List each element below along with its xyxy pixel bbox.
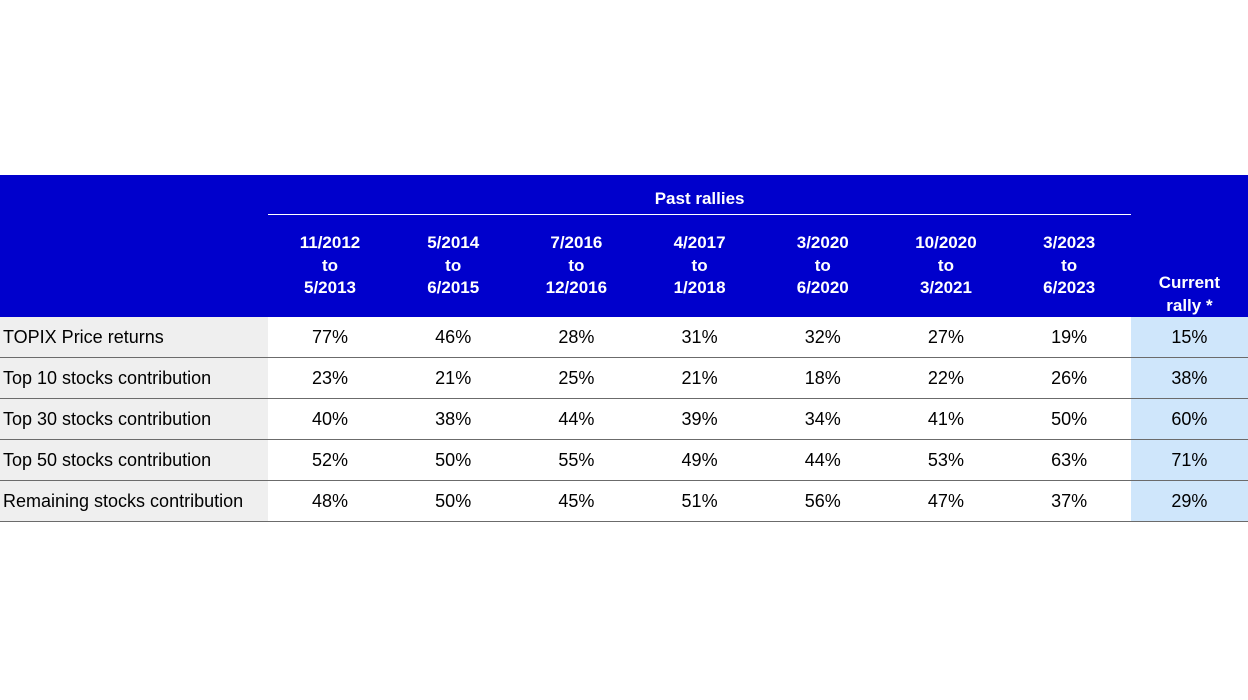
table-header: Past rallies Current rally * 11/2012 to 5/… [0, 175, 1248, 317]
value-cell: 32% [761, 317, 885, 358]
value-cell: 48% [268, 480, 392, 522]
value-cell: 46% [391, 317, 515, 358]
row-label: Top 10 stocks contribution [0, 357, 269, 399]
value-cell: 23% [268, 357, 392, 399]
period-header-line: 6/2020 [796, 278, 849, 298]
value-cell: 19% [1007, 317, 1131, 358]
period-header-row: 11/2012 to 5/2013 5/2014 to 6/2015 7/2016 to 12/… [0, 215, 1248, 317]
period-header-line: 3/2023 [1043, 233, 1096, 253]
table-row: Top 30 stocks contribution 40% 38% 44% 39% 34… [0, 398, 1248, 440]
period-header-3: 7/2016 to 12/2016 [514, 215, 638, 317]
period-header-line: to [568, 255, 585, 275]
value-cell: 21% [637, 357, 762, 399]
period-header-line: 6/2023 [1043, 278, 1096, 298]
table-row: Top 10 stocks contribution 23% 21% 25% 21% 18… [0, 357, 1248, 399]
value-cell: 45% [514, 480, 638, 522]
value-cell: 49% [637, 439, 762, 481]
rally-contribution-table: Past rallies Current rally * 11/2012 to 5/… [0, 175, 1248, 522]
header-group-row: Past rallies Current rally * [0, 175, 1248, 317]
value-cell: 52% [268, 439, 392, 481]
period-header-7: 3/2023 to 6/2023 [1007, 215, 1131, 317]
period-header-line: 10/2020 [915, 233, 977, 253]
period-header-line: to [321, 255, 339, 275]
period-header-line: 7/2016 [550, 233, 603, 253]
value-cell: 31% [637, 317, 762, 358]
past-rallies-header-cell: Past rallies [268, 175, 1132, 215]
row-label: Remaining stocks contribution [0, 480, 269, 522]
value-cell: 28% [514, 317, 638, 358]
contribution-table-container: Past rallies Current rally * 11/2012 to 5/… [0, 175, 1248, 522]
value-cell: 51% [637, 480, 762, 522]
row-label: Top 50 stocks contribution [0, 439, 269, 481]
period-header-line: to [691, 255, 708, 275]
value-cell: 18% [761, 357, 885, 399]
value-cell: 26% [1007, 357, 1131, 399]
period-header-line: 1/2018 [673, 278, 726, 298]
period-header-4: 4/2017 to 1/2018 [637, 215, 762, 317]
header-corner-cell [0, 175, 269, 317]
value-cell: 37% [1007, 480, 1131, 522]
value-cell: 39% [637, 398, 762, 440]
current-rally-cell: 60% [1130, 398, 1248, 440]
table-body: TOPIX Price returns 77% 46% 28% 31% 32% 27% 19%… [0, 317, 1248, 522]
table-row: Remaining stocks contribution 48% 50% 45% 51… [0, 480, 1248, 522]
current-header-line: Current [1158, 273, 1221, 292]
value-cell: 77% [268, 317, 392, 358]
period-header-line: 3/2021 [919, 278, 972, 298]
value-cell: 63% [1007, 439, 1131, 481]
value-cell: 27% [884, 317, 1008, 358]
period-header-line: to [1061, 255, 1078, 275]
period-header-line: to [937, 255, 954, 275]
value-cell: 47% [884, 480, 1008, 522]
value-cell: 22% [884, 357, 1008, 399]
row-label: TOPIX Price returns [0, 317, 269, 358]
value-cell: 56% [761, 480, 885, 522]
period-header-line: 5/2014 [427, 233, 480, 253]
current-rally-cell: 71% [1130, 439, 1248, 481]
period-header-5: 3/2020 to 6/2020 [761, 215, 885, 317]
value-cell: 53% [884, 439, 1008, 481]
value-cell: 50% [391, 439, 515, 481]
period-header-2: 5/2014 to 6/2015 [391, 215, 515, 317]
value-cell: 38% [391, 398, 515, 440]
current-rally-cell: 15% [1130, 317, 1248, 358]
period-header-6: 10/2020 to 3/2021 [884, 215, 1008, 317]
value-cell: 55% [514, 439, 638, 481]
value-cell: 40% [268, 398, 392, 440]
period-header-line: 5/2013 [304, 278, 356, 298]
period-header-line: to [814, 255, 831, 275]
table-row: TOPIX Price returns 77% 46% 28% 31% 32% 27% 19%… [0, 317, 1248, 358]
period-header-line: 3/2020 [796, 233, 849, 253]
past-rallies-label: Past rallies [268, 189, 1132, 215]
period-header-line: 6/2015 [427, 278, 480, 298]
current-rally-cell: 38% [1130, 357, 1248, 399]
period-header-line: 11/2012 [299, 233, 361, 253]
current-rally-header: Current rally * [1130, 175, 1248, 317]
period-header-line: 4/2017 [673, 233, 726, 253]
value-cell: 21% [391, 357, 515, 399]
row-label: Top 30 stocks contribution [0, 398, 269, 440]
current-rally-cell: 29% [1130, 480, 1248, 522]
period-header-line: 12/2016 [545, 278, 608, 298]
value-cell: 41% [884, 398, 1008, 440]
value-cell: 44% [761, 439, 885, 481]
value-cell: 44% [514, 398, 638, 440]
value-cell: 34% [761, 398, 885, 440]
period-header-line: to [445, 255, 462, 275]
value-cell: 50% [391, 480, 515, 522]
value-cell: 50% [1007, 398, 1131, 440]
value-cell: 25% [514, 357, 638, 399]
period-header-1: 11/2012 to 5/2013 [268, 215, 392, 317]
table-row: Top 50 stocks contribution 52% 50% 55% 49% 44… [0, 439, 1248, 481]
current-header-line: rally * [1166, 296, 1213, 315]
